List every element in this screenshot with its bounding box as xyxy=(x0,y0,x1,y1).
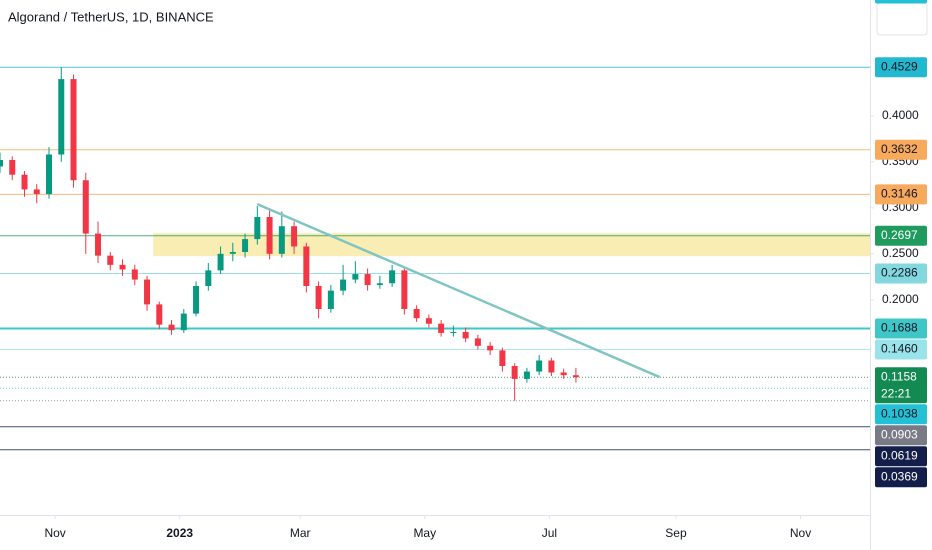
price-label-box xyxy=(875,404,927,425)
x-tick-label: Jul xyxy=(542,526,557,540)
price-label: 0.1460 xyxy=(881,342,918,356)
candle-body xyxy=(107,255,114,265)
candle-body xyxy=(401,270,408,309)
candle-body xyxy=(229,251,236,254)
x-tick-label: Sep xyxy=(665,526,687,540)
candle-body xyxy=(523,371,530,379)
candle-body xyxy=(487,345,494,351)
price-label-box xyxy=(875,139,927,160)
price-label-box xyxy=(875,446,927,467)
candle-body xyxy=(425,318,432,324)
candle-body xyxy=(560,372,567,376)
price-label-box xyxy=(875,339,927,360)
price-label: 0.1688 xyxy=(881,321,918,335)
price-label-box xyxy=(875,425,927,446)
price-label: 0.0903 xyxy=(881,427,918,441)
candle-body xyxy=(340,279,347,291)
price-label-box xyxy=(875,184,927,205)
candle-body xyxy=(119,264,126,270)
price-label: 0.0369 xyxy=(881,469,918,483)
x-tick-label: Mar xyxy=(290,526,311,540)
x-tick-label: Nov xyxy=(790,526,811,540)
candle-body xyxy=(58,79,65,155)
price-label: 0.2286 xyxy=(881,266,918,280)
axis-button[interactable] xyxy=(876,2,928,36)
candle-body xyxy=(168,324,175,331)
price-label-box xyxy=(875,318,927,339)
candle-body xyxy=(462,331,469,339)
x-tick-label: 2023 xyxy=(166,526,193,540)
zone xyxy=(153,233,871,257)
y-tick-label: 0.2500 xyxy=(882,246,919,260)
candle-body xyxy=(9,160,16,175)
candle-body xyxy=(254,217,261,240)
trendline xyxy=(256,203,661,379)
price-label: 0.3146 xyxy=(881,187,918,201)
x-tick-label: Nov xyxy=(44,526,65,540)
candle-body xyxy=(21,174,28,190)
candle-body xyxy=(303,246,310,287)
price-label-box xyxy=(875,57,927,78)
candle-body xyxy=(180,313,187,331)
candle-body xyxy=(536,360,543,372)
candle-body xyxy=(511,366,518,379)
price-label: 0.2697 xyxy=(881,228,918,242)
candle-body xyxy=(438,323,445,333)
price-label-box xyxy=(875,263,927,284)
candle-body xyxy=(46,154,53,195)
candle-body xyxy=(499,350,506,367)
price-label: 0.1158 xyxy=(881,369,917,383)
candle-body xyxy=(352,274,359,280)
candle-body xyxy=(242,239,249,252)
candle-body xyxy=(217,253,224,271)
candle-body xyxy=(315,286,322,309)
candle-body xyxy=(70,79,77,181)
candle-body xyxy=(82,180,89,234)
y-tick-label: 0.4000 xyxy=(882,108,919,122)
price-label: 0.1038 xyxy=(881,406,918,420)
candle-body xyxy=(0,160,3,167)
candle-body xyxy=(33,189,40,195)
candle-body xyxy=(548,360,555,373)
candle-body xyxy=(413,309,420,319)
price-label: 0.4529 xyxy=(881,59,918,73)
countdown: 22:21 xyxy=(881,386,911,400)
candle-body xyxy=(572,375,579,378)
x-tick-label: May xyxy=(413,526,436,540)
candle-body xyxy=(278,226,285,254)
candle-body xyxy=(389,270,396,284)
price-label: 0.0619 xyxy=(881,448,918,462)
candle-body xyxy=(474,338,481,346)
chart-title: Algorand / TetherUS, 1D, BINANCE xyxy=(8,9,214,24)
candle-body xyxy=(95,233,102,256)
candle-body xyxy=(364,274,371,286)
candle-body xyxy=(193,286,200,314)
candle-body xyxy=(291,226,298,247)
candle-body xyxy=(156,304,163,325)
candle-body xyxy=(376,283,383,286)
price-label-box xyxy=(875,225,927,246)
candle-body xyxy=(131,269,138,280)
price-label: 0.3632 xyxy=(881,142,918,156)
candle-body xyxy=(327,290,334,309)
candle-body xyxy=(266,217,273,254)
candle-body xyxy=(205,270,212,287)
candle-body xyxy=(144,279,151,305)
price-label-box xyxy=(875,0,927,4)
candle-body xyxy=(450,331,457,333)
y-tick-label: 0.2000 xyxy=(882,292,919,306)
price-label-box xyxy=(875,367,927,404)
price-label-box xyxy=(875,467,927,488)
